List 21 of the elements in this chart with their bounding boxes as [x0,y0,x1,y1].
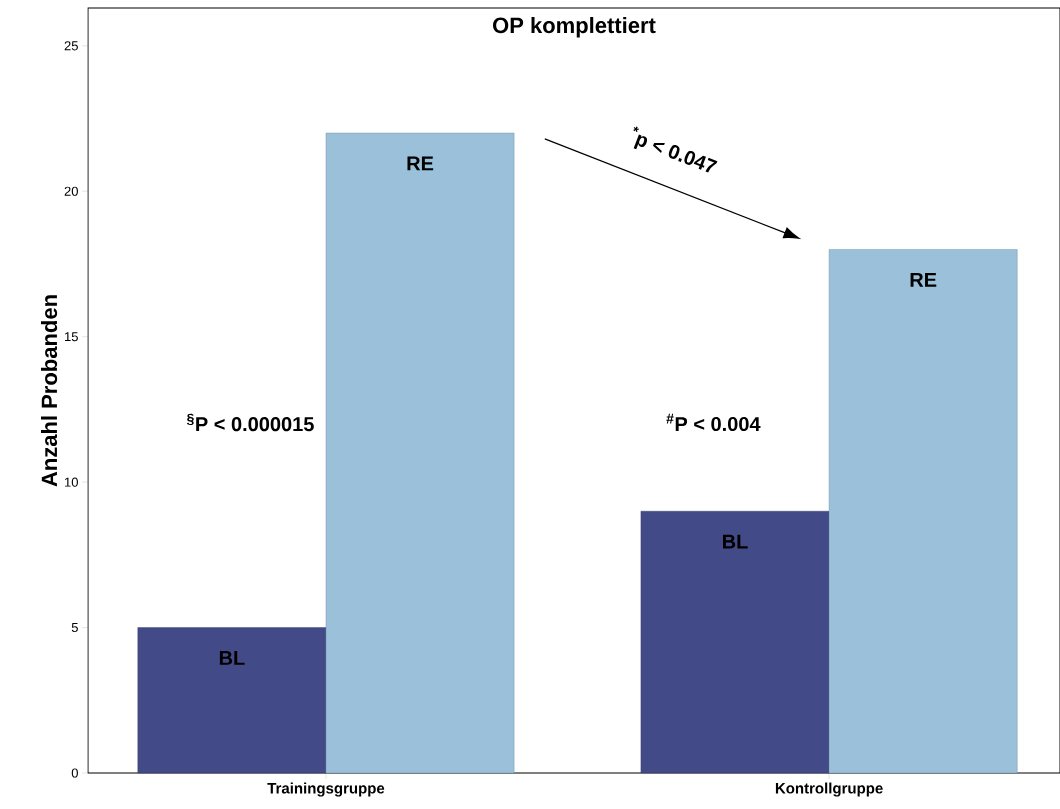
text: RE [407,156,434,171]
annotation: $^{§}$P < 0.000015 [186,413,314,432]
bar [325,132,515,774]
annotation: $^{#}$P < 0.004 [666,413,761,432]
y-tick-label: 25 [64,41,78,51]
text: BL [219,651,245,665]
series-label: RE [910,272,937,287]
bar [640,511,830,774]
bar [137,627,327,774]
annotation: $^{*}$p < 0.047 [633,126,718,173]
y-tick-label: 10 [65,477,78,487]
y-tick-label: 15 [65,332,78,342]
bar [828,249,1018,774]
series-label: BL [723,534,748,549]
x-tick-label: Trainingsgruppe [267,782,385,797]
y-tick-label: 5 [71,623,78,633]
y-axis-title: Anzahl Probanden [40,295,58,487]
x-tick-label: Kontrollgruppe [775,782,883,797]
y-tick-label: 20 [64,186,78,196]
y-tick-label: 0 [71,768,78,778]
chart-title: OP komplettiert [493,16,656,38]
